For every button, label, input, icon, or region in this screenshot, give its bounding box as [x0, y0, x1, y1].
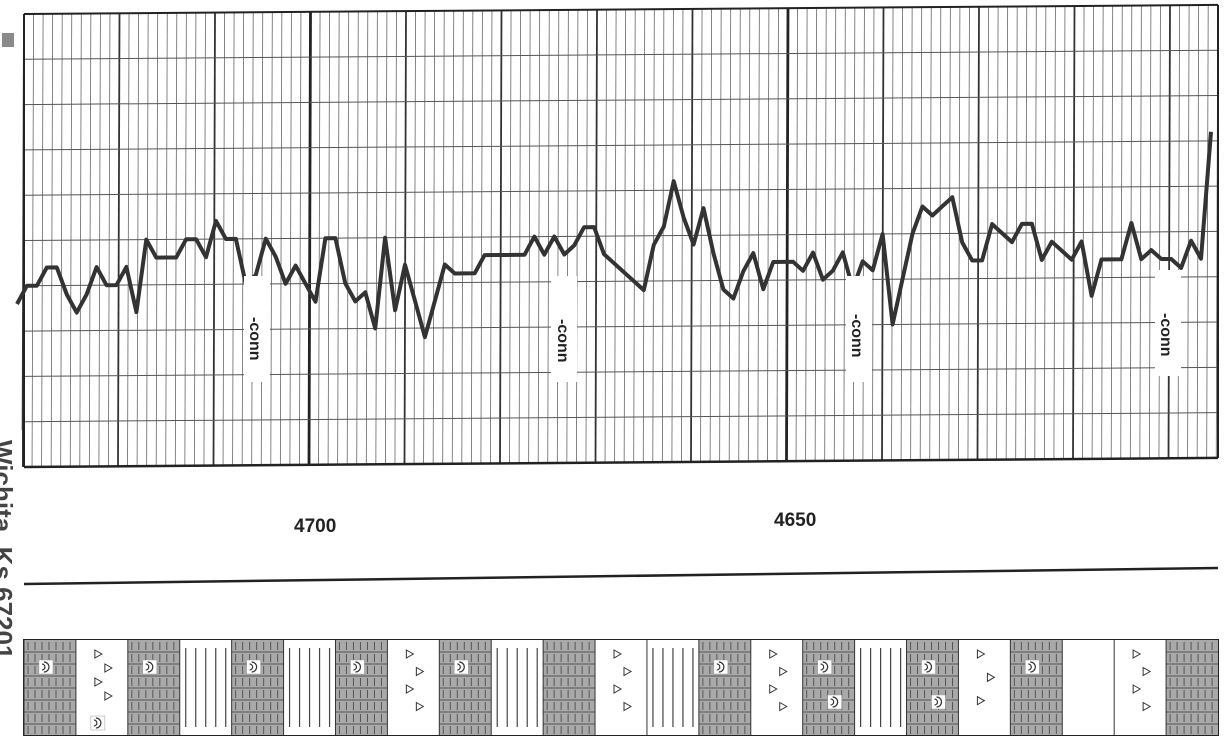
- lithology-bed-sand: [750, 640, 803, 735]
- lithology-bed-sand: [1113, 640, 1167, 735]
- lithology-bed-limestone: [283, 640, 336, 735]
- triangle-icon: [986, 672, 996, 683]
- annotation-conn-4: -conn: [1155, 270, 1181, 376]
- bed-fill: [1114, 640, 1167, 735]
- triangle-icon: [779, 666, 788, 677]
- fossil-icon: [353, 661, 361, 673]
- conn-label: -conn: [554, 319, 571, 363]
- grid-horizontal-line: [23, 412, 1219, 423]
- conn-label: -conn: [1157, 313, 1174, 357]
- lithology-bed-sand: [386, 640, 440, 735]
- triangle-icon: [623, 701, 633, 712]
- lithology-bed-shale: [542, 640, 596, 735]
- lithology-bed-sand: [594, 640, 647, 735]
- grid-horizontal-line: [23, 140, 1219, 151]
- lithology-bed-shale: [698, 640, 751, 735]
- lithology-bed-shale: [127, 640, 180, 735]
- lithology-bed-shale: [231, 640, 284, 735]
- annotation-conn-2: -conn: [551, 276, 577, 382]
- grid-horizontal-line: [23, 185, 1219, 196]
- grid-horizontal-line: [23, 366, 1219, 377]
- fossil-icon: [145, 661, 154, 673]
- fossil-icon: [934, 696, 943, 708]
- triangle-icon: [1142, 666, 1152, 677]
- triangle-icon: [613, 684, 623, 694]
- lithology-bed-shale: [802, 640, 855, 735]
- lithology-bed-blank: [1061, 640, 1115, 735]
- grid-horizontal-line: [23, 49, 1219, 60]
- marker-square-icon: [2, 33, 14, 47]
- lithology-bed-shale: [23, 640, 76, 735]
- fossil-icon: [41, 661, 50, 673]
- lithology-bed-shale: [1165, 640, 1218, 735]
- lithology-bed-limestone: [646, 640, 699, 735]
- conn-label: -conn: [848, 314, 865, 358]
- lithology-bed-limestone: [490, 640, 544, 735]
- triangle-icon: [415, 701, 425, 712]
- fossil-icon: [820, 661, 829, 673]
- fossil-icon: [830, 696, 839, 708]
- grid-horizontal-line: [23, 276, 1219, 287]
- depth-label-4650: 4650: [774, 510, 816, 531]
- conn-label: -conn: [246, 317, 263, 361]
- grid-horizontal-line: [23, 95, 1219, 106]
- lithology-bed-shale: [334, 640, 388, 735]
- lithology-bed-shale: [906, 640, 959, 735]
- lithology-bed-sand: [75, 640, 128, 735]
- bed-fill: [750, 640, 803, 735]
- triangle-icon: [94, 677, 103, 687]
- fossil-icon: [1028, 661, 1036, 673]
- triangle-icon: [1142, 701, 1152, 712]
- triangle-icon: [405, 649, 415, 659]
- lithology-bed-sand: [957, 640, 1011, 735]
- lithology-bed-limestone: [854, 640, 907, 735]
- triangle-icon: [415, 666, 425, 677]
- bed-fill: [595, 640, 647, 735]
- grid-horizontal-line: [23, 230, 1219, 241]
- lithology-bed-limestone: [179, 640, 232, 735]
- triangle-icon: [976, 649, 986, 659]
- fossil-icon: [924, 661, 933, 673]
- annotation-conn-1: -conn: [244, 276, 270, 382]
- lithology-bed-shale: [438, 640, 492, 735]
- triangle-icon: [405, 684, 415, 694]
- grid-horizontal-line: [23, 321, 1219, 332]
- bed-fill: [958, 640, 1011, 735]
- depth-label-4700: 4700: [294, 516, 336, 537]
- lithology-bed-shale: [1009, 640, 1063, 735]
- triangle-icon: [769, 684, 778, 694]
- triangle-icon: [1132, 684, 1142, 694]
- triangle-icon: [976, 695, 986, 706]
- fossil-icon: [716, 661, 725, 673]
- bed-fill: [387, 640, 440, 735]
- track-bottom-border: [23, 456, 1219, 469]
- triangle-icon: [769, 649, 778, 659]
- triangle-icon: [1132, 649, 1142, 659]
- log-curve: [15, 131, 1213, 340]
- fossil-icon: [457, 661, 465, 673]
- triangle-icon: [613, 649, 623, 659]
- triangle-icon: [104, 691, 113, 701]
- annotation-conn-3: -conn: [846, 276, 872, 382]
- triangle-icon: [94, 649, 103, 659]
- fossil-icon: [249, 661, 258, 673]
- track-horizontal-lines: [23, 3, 1219, 469]
- margin-text-block: Wichita, Ks 67201: [0, 430, 22, 740]
- separator-line: [23, 566, 1219, 586]
- triangle-icon: [104, 663, 113, 673]
- fossil-icon: [93, 717, 102, 729]
- bed-fill: [1062, 640, 1115, 735]
- triangle-icon: [779, 701, 788, 712]
- lithology-column: [23, 639, 1219, 736]
- margin-text: Wichita, Ks 67201: [0, 440, 18, 659]
- track-top-border: [23, 3, 1219, 15]
- triangle-icon: [623, 666, 633, 677]
